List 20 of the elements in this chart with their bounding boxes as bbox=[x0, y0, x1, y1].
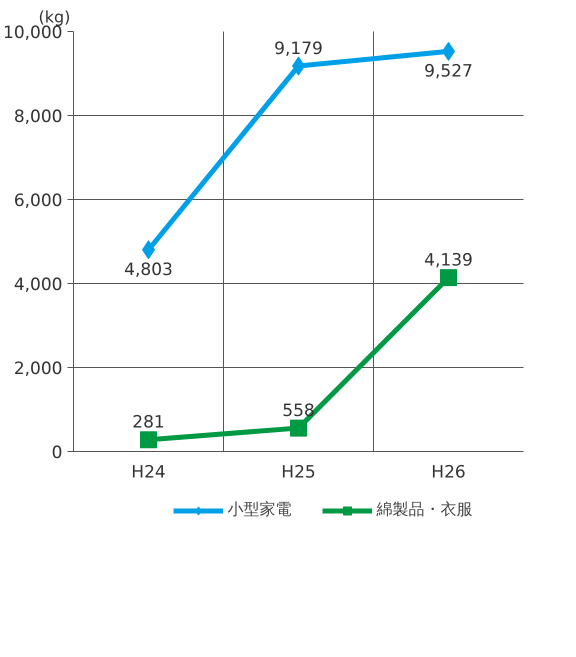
y-tick-label: 6,000 bbox=[14, 191, 63, 211]
data-label: 558 bbox=[282, 401, 315, 422]
legend-label: 綿製品・衣服 bbox=[376, 500, 472, 520]
x-tick-label: H24 bbox=[131, 462, 166, 482]
y-tick-label: 8,000 bbox=[14, 107, 63, 127]
y-tick-label: 0 bbox=[52, 443, 63, 463]
data-label: 4,803 bbox=[124, 260, 173, 280]
x-tick-label: H26 bbox=[431, 462, 466, 482]
y-axis-title: (kg) bbox=[38, 8, 70, 26]
data-label: 4,139 bbox=[424, 250, 473, 271]
y-tick-label: 4,000 bbox=[14, 275, 63, 295]
data-label: 281 bbox=[132, 412, 165, 433]
point bbox=[140, 431, 157, 448]
point bbox=[290, 420, 307, 437]
x-tick-label: H25 bbox=[281, 462, 316, 482]
data-label: 9,179 bbox=[274, 38, 323, 59]
legend-label: 小型家電 bbox=[228, 500, 292, 520]
y-tick-label: 2,000 bbox=[14, 359, 63, 379]
data-label: 9,527 bbox=[424, 61, 473, 82]
point bbox=[440, 269, 457, 286]
